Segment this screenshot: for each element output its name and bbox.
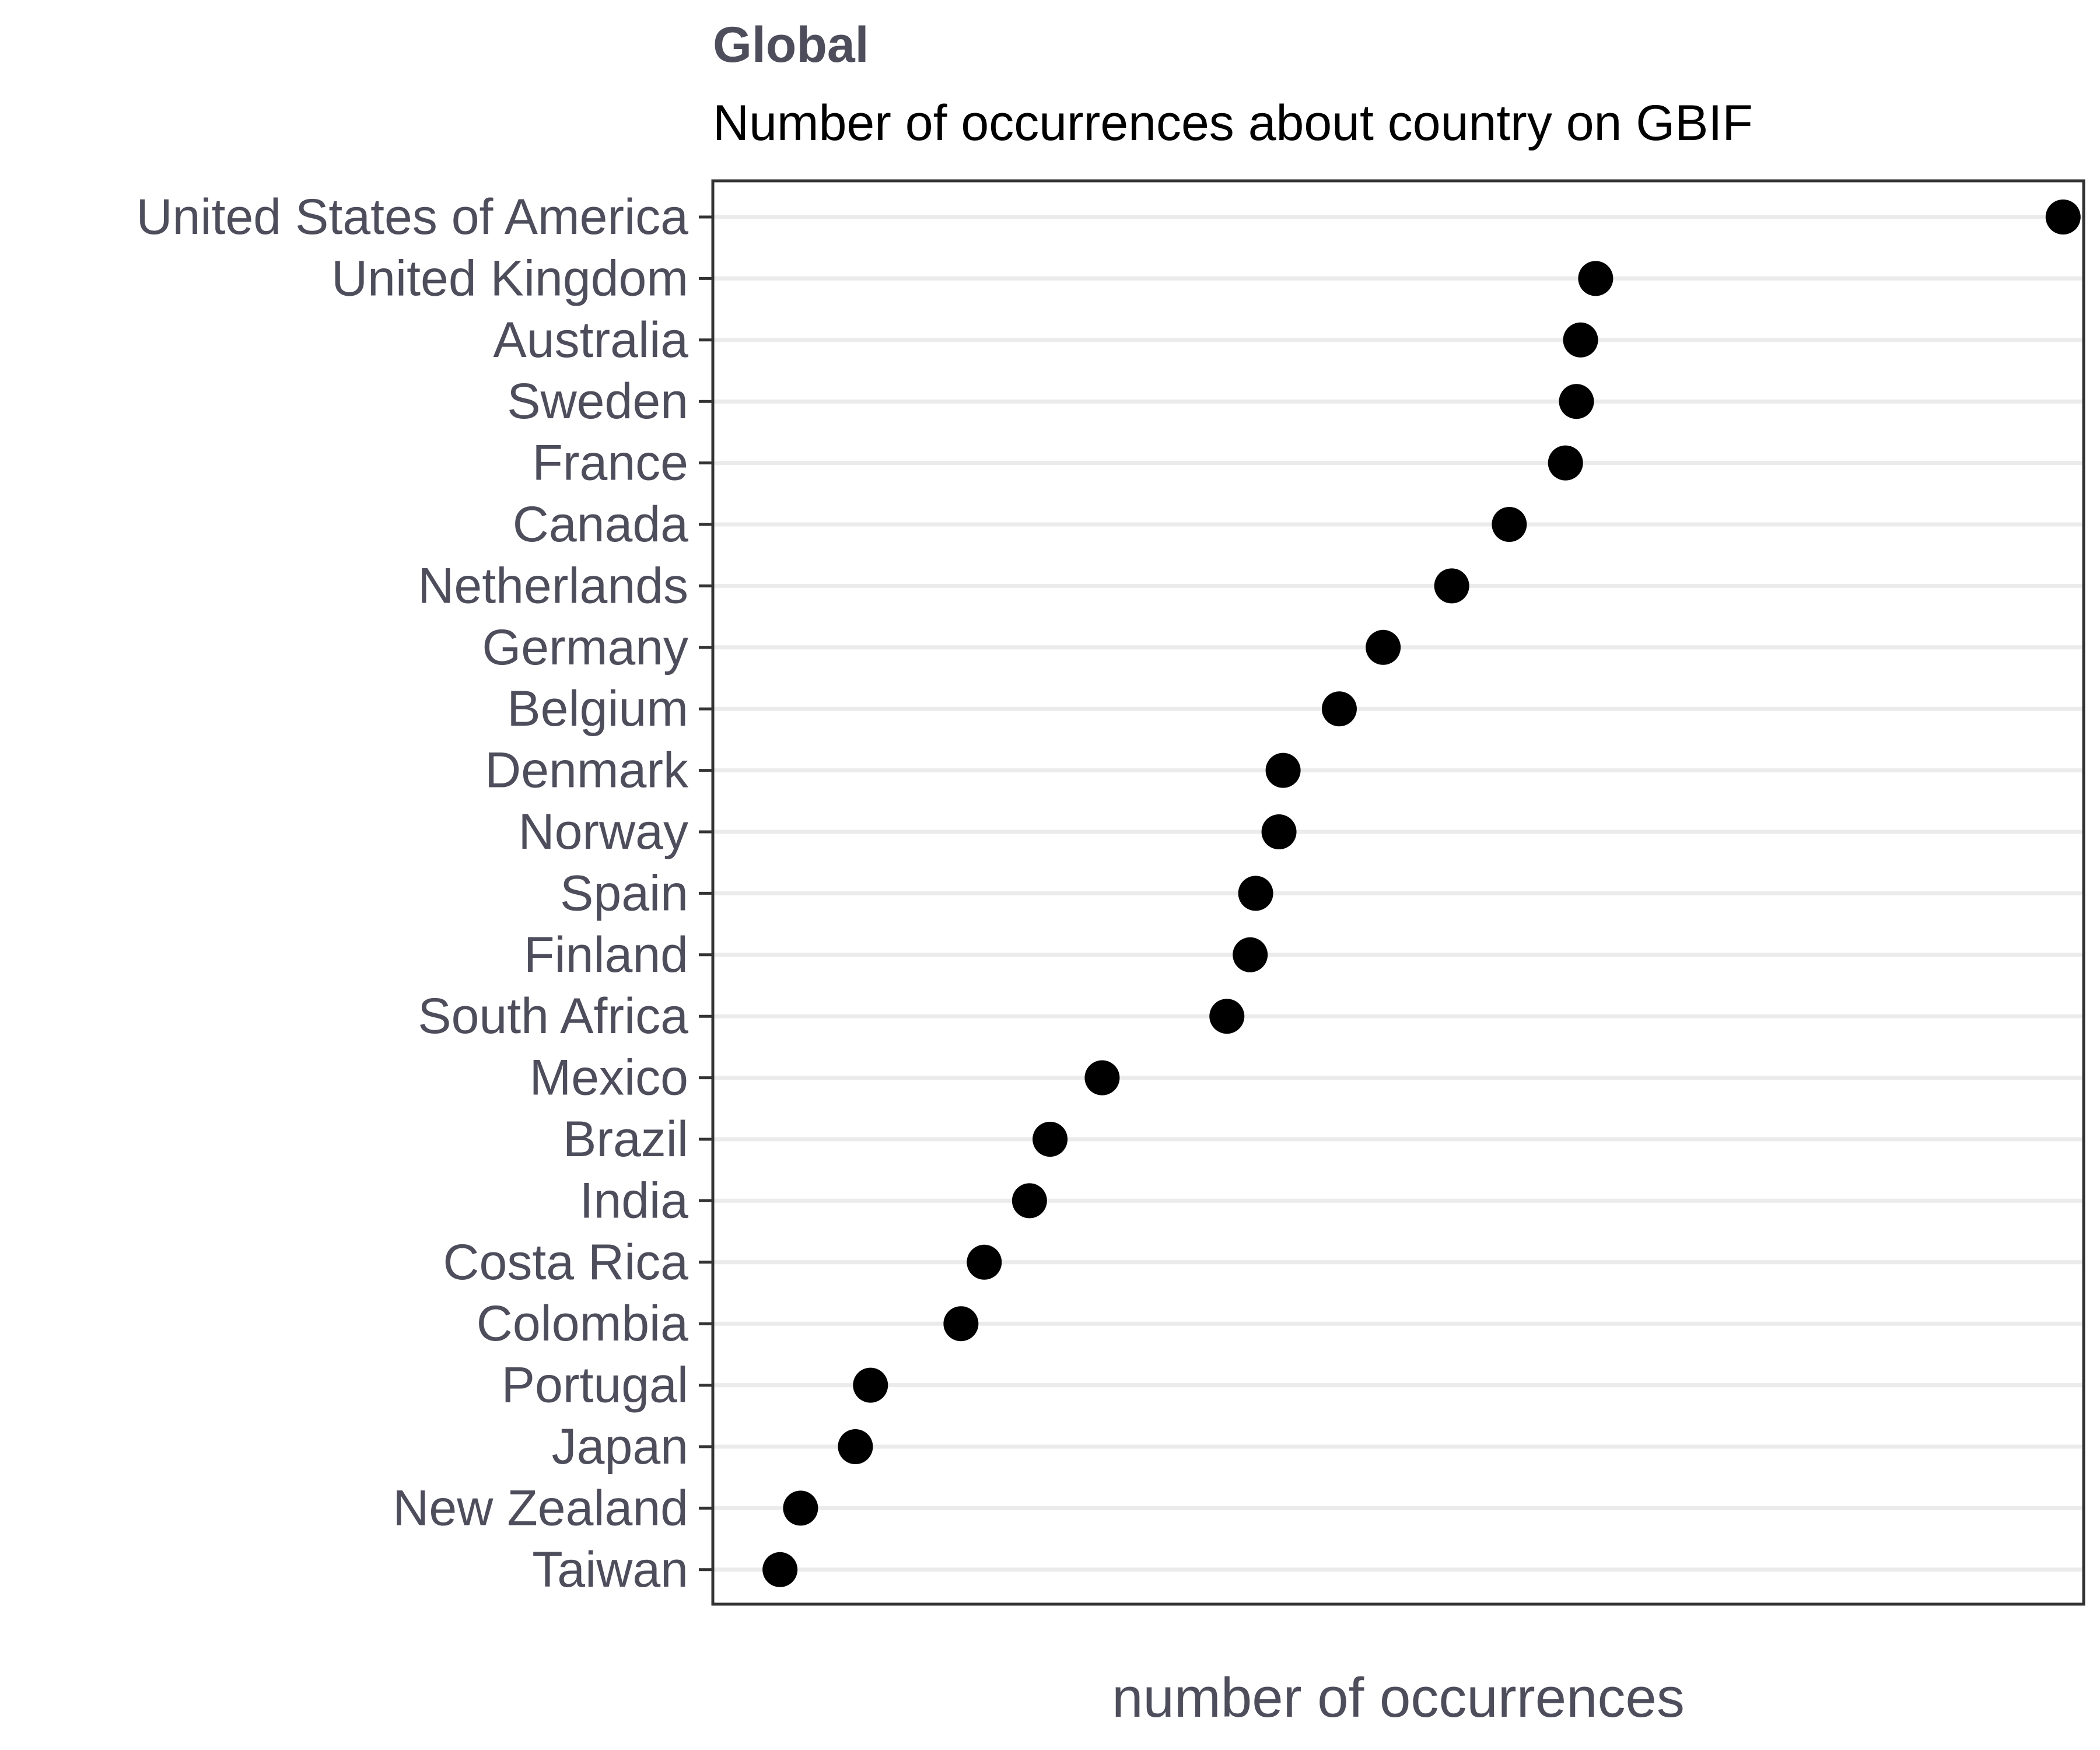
y-tick-label: Portugal: [502, 1357, 688, 1413]
y-tick-label: Norway: [518, 804, 688, 860]
y-tick-label: France: [532, 435, 688, 491]
y-tick-label: Colombia: [477, 1296, 688, 1352]
y-tick-label: United States of America: [136, 189, 689, 245]
data-point: [838, 1429, 873, 1464]
y-tick-label: Netherlands: [418, 558, 688, 614]
data-point: [1492, 507, 1527, 542]
y-tick-label: Denmark: [485, 743, 689, 799]
y-tick-label: Japan: [552, 1419, 688, 1475]
data-point: [853, 1367, 888, 1403]
y-tick-label: Belgium: [507, 681, 688, 737]
data-point: [1265, 752, 1301, 788]
data-point: [1032, 1122, 1068, 1157]
data-point: [1366, 629, 1401, 665]
y-tick-label: South Africa: [418, 988, 688, 1044]
data-point: [1209, 999, 1245, 1034]
data-point: [1548, 445, 1583, 481]
data-point: [1434, 568, 1469, 604]
chart-title: Global: [713, 17, 869, 73]
y-tick-label: Germany: [482, 620, 688, 676]
data-points: [762, 200, 2081, 1587]
y-tick-label: Spain: [560, 865, 688, 921]
data-point: [1261, 814, 1297, 849]
y-tick-label: Sweden: [507, 373, 688, 429]
data-point: [1559, 384, 1594, 419]
data-point: [967, 1244, 1002, 1280]
y-tick-label: Australia: [493, 312, 688, 368]
data-point: [762, 1552, 798, 1587]
y-tick-label: Canada: [513, 496, 688, 552]
x-axis-label: number of occurrences: [1112, 1667, 1685, 1729]
data-point: [1084, 1060, 1120, 1096]
y-tick-label: Taiwan: [532, 1542, 688, 1598]
y-tick-label: Finland: [524, 927, 688, 983]
y-tick-label: Mexico: [530, 1050, 688, 1106]
plot-panel-border: [711, 179, 2085, 1606]
data-point: [1012, 1183, 1047, 1219]
data-point: [1233, 937, 1268, 972]
y-tick-label: United Kingdom: [331, 250, 688, 306]
data-point: [1238, 876, 1273, 911]
data-point: [1321, 691, 1357, 727]
y-tick-label: Costa Rica: [443, 1234, 688, 1290]
chart-subtitle: Number of occurrences about country on G…: [713, 95, 1753, 151]
data-point: [1578, 261, 1614, 296]
data-point: [783, 1490, 818, 1526]
y-tick-label: India: [580, 1172, 689, 1228]
data-point: [2045, 200, 2081, 235]
gridlines: [713, 215, 2084, 1572]
y-axis-ticks: [699, 215, 713, 1572]
data-point: [943, 1306, 979, 1342]
y-tick-label: Brazil: [563, 1111, 688, 1167]
data-point: [1563, 322, 1598, 358]
y-tick-label: New Zealand: [393, 1480, 688, 1536]
